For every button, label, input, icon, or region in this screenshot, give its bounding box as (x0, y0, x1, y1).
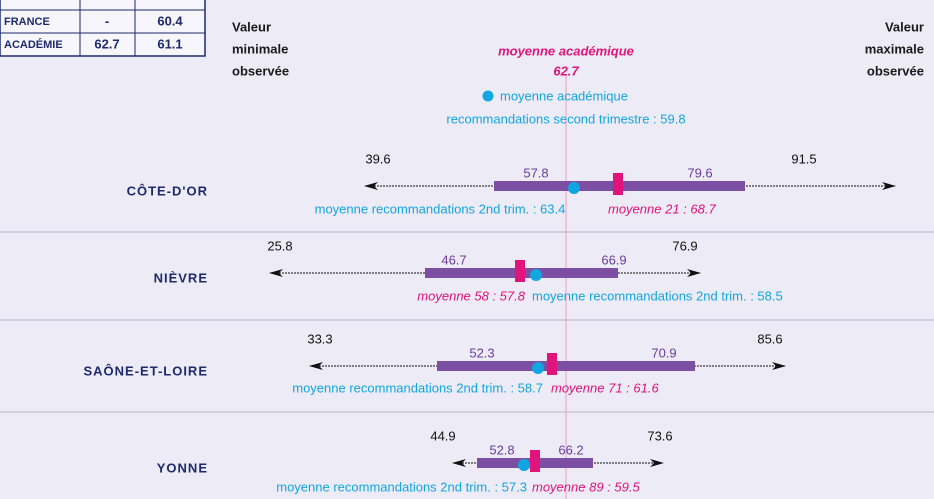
mean-marker (613, 173, 623, 195)
reco-text: moyenne recommandations 2nd trim. : 63.4 (315, 201, 566, 216)
reco-dot (518, 459, 530, 471)
reco-text: moyenne recommandations 2nd trim. : 58.7 (292, 380, 543, 395)
row-name: NIÈVRE (154, 270, 208, 285)
reco-dot (530, 269, 542, 281)
max-label: maximale (865, 41, 924, 56)
legend-dot (482, 90, 494, 102)
max-label: Valeur (885, 19, 924, 34)
reco-text: moyenne recommandations 2nd trim. : 57.3 (276, 479, 527, 494)
table-cell: France (4, 16, 50, 28)
mean-text: moyenne 71 : 61.6 (551, 380, 659, 395)
min-value: 44.9 (430, 428, 455, 443)
max-value: 76.9 (672, 238, 697, 253)
min-label: Valeur (232, 19, 271, 34)
mean-text: moyenne 58 : 57.8 (417, 288, 525, 303)
reco-dot (568, 182, 580, 194)
mean-marker (515, 260, 525, 282)
academic-title: moyenne académique (498, 43, 634, 58)
max-value: 85.6 (757, 331, 782, 346)
row-name: SAÔNE-ET-LOIRE (83, 363, 208, 378)
reco-text: moyenne recommandations 2nd trim. : 58.5 (532, 288, 783, 303)
table-cell: 61.1 (157, 36, 182, 51)
row-name: CÔTE-D'OR (127, 183, 208, 198)
low-value: 57.8 (523, 165, 548, 180)
high-value: 70.9 (651, 345, 676, 360)
low-value: 46.7 (441, 252, 466, 267)
academic-value: 62.7 (553, 63, 579, 78)
max-value: 91.5 (791, 151, 816, 166)
max-value: 73.6 (647, 428, 672, 443)
min-value: 33.3 (307, 331, 332, 346)
high-value: 79.6 (687, 165, 712, 180)
max-label: observée (867, 63, 924, 78)
low-value: 52.3 (469, 345, 494, 360)
legend-text: recommandations second trimestre : 59.8 (446, 111, 685, 126)
min-label: observée (232, 63, 289, 78)
high-value: 66.9 (601, 252, 626, 267)
mean-text: moyenne 21 : 68.7 (608, 201, 716, 216)
table-cell: 60.4 (157, 13, 183, 28)
mean-marker (530, 450, 540, 472)
high-value: 66.2 (558, 442, 583, 457)
row-name: YONNE (157, 460, 208, 475)
min-value: 39.6 (365, 151, 390, 166)
min-label: minimale (232, 41, 288, 56)
summary-table (0, 0, 206, 57)
range-bar (437, 361, 695, 371)
reco-dot (532, 362, 544, 374)
table-cell: 62.7 (94, 36, 119, 51)
mean-marker (547, 353, 557, 375)
mean-text: moyenne 89 : 59.5 (532, 479, 640, 494)
legend-title: moyenne académique (500, 88, 628, 103)
table-cell: - (105, 13, 109, 28)
min-value: 25.8 (267, 238, 292, 253)
low-value: 52.8 (489, 442, 514, 457)
table-cell: Académie (4, 38, 63, 51)
